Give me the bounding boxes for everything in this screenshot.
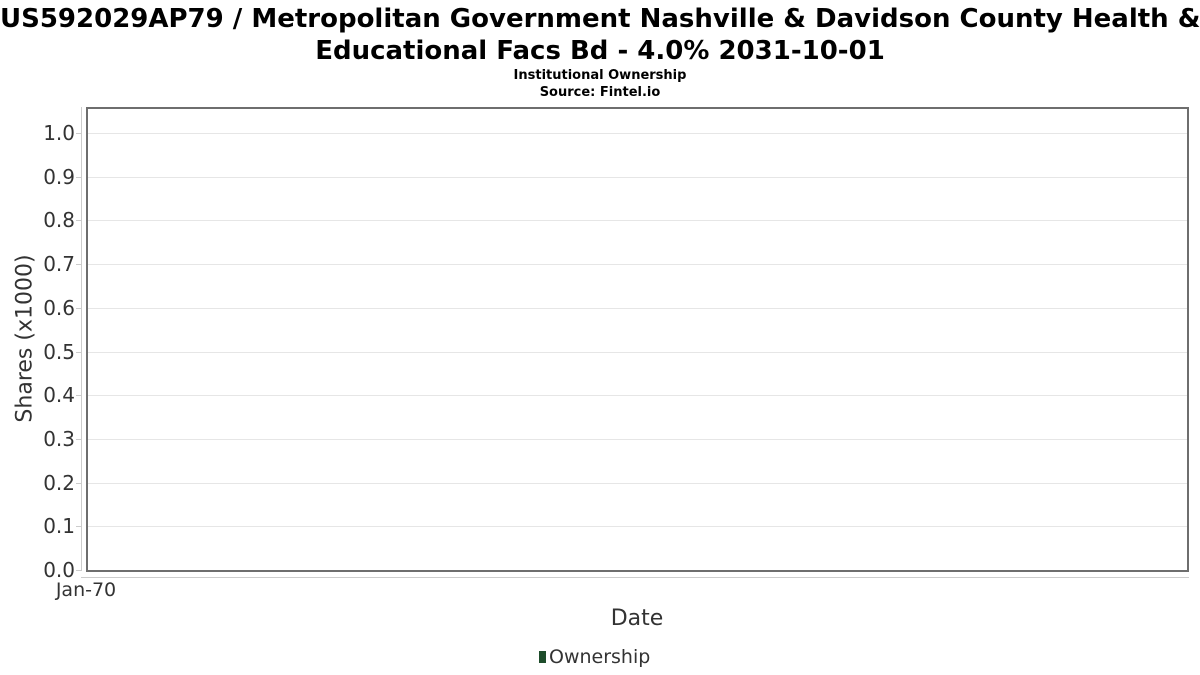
gridline: [88, 264, 1187, 266]
y-tick-label: 0.9: [43, 164, 75, 189]
y-tick-mark: [76, 395, 81, 397]
y-tick-label: 0.6: [43, 295, 75, 320]
y-tick-label: 0.1: [43, 514, 75, 539]
y-tick-mark: [76, 264, 81, 266]
gridline: [88, 351, 1187, 353]
y-tick-label: 0.2: [43, 470, 75, 495]
chart-source: Source: Fintel.io: [539, 85, 661, 100]
y-tick-label: 0.7: [43, 252, 75, 277]
legend-item-ownership[interactable]: Ownership: [539, 646, 650, 668]
x-axis-line: [81, 577, 1189, 578]
y-tick-label: 0.8: [43, 208, 75, 233]
y-tick-label: 0.0: [43, 558, 75, 582]
x-axis-title: Date: [610, 606, 664, 631]
y-tick-label: 0.4: [43, 383, 75, 408]
x-tick-label: Jan-70: [55, 579, 117, 601]
y-tick-label: 1.0: [43, 121, 75, 145]
chart-title-line-2: Educational Facs Bd - 4.0% 2031-10-01: [315, 36, 885, 66]
y-tick-label: 0.5: [43, 339, 75, 364]
y-tick-mark: [76, 220, 81, 222]
gridline: [88, 395, 1187, 397]
y-tick-mark: [76, 438, 81, 440]
gridline: [88, 526, 1187, 528]
chart-subtitle: Institutional Ownership: [513, 68, 687, 83]
gridline: [88, 482, 1187, 484]
y-tick-mark: [76, 133, 81, 134]
gridline: [88, 133, 1187, 134]
y-tick-mark: [76, 307, 81, 309]
y-axis-line: [81, 107, 82, 571]
y-tick-mark: [76, 176, 81, 178]
y-tick-mark: [76, 482, 81, 484]
y-tick-mark: [76, 570, 81, 571]
legend-label: Ownership: [549, 646, 651, 668]
chart-title: US592029AP79 / Metropolitan Government N…: [0, 3, 1200, 67]
y-tick-label: 0.3: [43, 426, 75, 451]
gridline: [88, 438, 1187, 440]
plot-area: [86, 107, 1189, 572]
gridline: [88, 220, 1187, 222]
gridline: [88, 176, 1187, 178]
gridline: [88, 307, 1187, 309]
legend-swatch-icon: [539, 651, 546, 663]
chart-title-line-1: US592029AP79 / Metropolitan Government N…: [0, 4, 1200, 34]
y-tick-mark: [76, 526, 81, 528]
y-tick-mark: [76, 351, 81, 353]
